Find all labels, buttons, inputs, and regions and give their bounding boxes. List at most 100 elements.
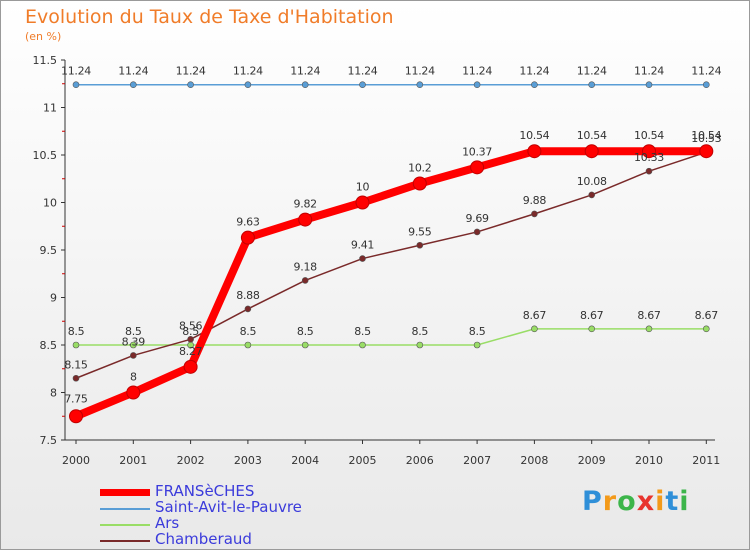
y-tick-label: 7.5 xyxy=(40,434,58,447)
data-point xyxy=(645,167,653,175)
data-label: 11.24 xyxy=(61,65,91,78)
data-point xyxy=(702,81,710,88)
y-tick-label: 11 xyxy=(43,102,57,115)
y-tick-label: 11.5 xyxy=(33,54,58,67)
data-label: 10.54 xyxy=(519,129,549,142)
data-point xyxy=(531,210,538,218)
legend-swatch-chamberaud xyxy=(100,540,150,542)
legend-item-chamberaud: Chamberaud xyxy=(100,530,340,549)
logo-letter: i xyxy=(679,486,690,517)
data-label: 8.5 xyxy=(182,325,199,338)
data-label: 8.39 xyxy=(122,335,146,348)
data-point xyxy=(298,212,313,227)
data-point xyxy=(130,352,137,359)
data-label: 10.53 xyxy=(691,132,721,145)
data-label: 9.88 xyxy=(523,194,547,207)
data-point xyxy=(187,81,194,88)
data-point xyxy=(531,325,538,333)
legend-label: FRANSèCHES xyxy=(155,482,255,500)
data-label: 11.24 xyxy=(348,65,378,78)
data-point xyxy=(301,81,309,88)
data-point xyxy=(416,241,424,249)
data-label: 8.5 xyxy=(297,325,314,338)
data-label: 11.24 xyxy=(290,65,320,78)
data-point xyxy=(588,325,596,333)
data-point xyxy=(702,325,710,333)
data-point xyxy=(244,341,252,349)
data-label: 8.67 xyxy=(695,309,719,322)
data-label: 8.67 xyxy=(637,309,661,322)
series-line-0 xyxy=(72,147,711,421)
logo-letter: P xyxy=(582,486,603,517)
data-point xyxy=(187,335,194,343)
legend-label: Ars xyxy=(155,514,180,532)
series-line-2 xyxy=(75,328,708,346)
y-tick-label: 9 xyxy=(50,292,57,305)
data-label: 10.2 xyxy=(408,162,431,175)
data-point xyxy=(588,81,596,88)
chart-unit-label: (en %) xyxy=(25,30,62,43)
data-point xyxy=(72,341,80,349)
data-point xyxy=(126,385,141,400)
x-tick-label: 2011 xyxy=(692,454,720,467)
data-label: 11.24 xyxy=(462,65,492,78)
legend-item-ars: Ars xyxy=(100,514,340,533)
data-point xyxy=(183,359,198,374)
data-point xyxy=(240,230,255,245)
legend-item-fransèches: FRANSèCHES xyxy=(100,482,340,501)
x-tick-label: 2006 xyxy=(406,454,434,467)
data-label: 8.5 xyxy=(354,325,371,338)
data-label: 11.24 xyxy=(691,65,721,78)
data-point xyxy=(473,341,481,349)
data-label: 8.5 xyxy=(412,325,429,338)
data-point xyxy=(416,81,424,88)
data-point xyxy=(359,341,366,349)
data-label: 11.24 xyxy=(519,65,549,78)
data-label: 9.82 xyxy=(294,198,317,211)
y-tick-label: 8.5 xyxy=(40,339,58,352)
data-point xyxy=(355,195,370,210)
data-label: 10.54 xyxy=(691,129,721,142)
data-label: 10.33 xyxy=(634,151,664,164)
data-point xyxy=(588,191,596,199)
data-label: 10.08 xyxy=(577,175,607,188)
data-point xyxy=(470,160,485,175)
data-point xyxy=(416,341,424,349)
data-label: 10.54 xyxy=(577,129,607,142)
data-label: 9.18 xyxy=(294,260,318,273)
data-label: 8.56 xyxy=(179,319,203,332)
data-label: 8.67 xyxy=(580,309,604,322)
y-tick-label: 8 xyxy=(50,387,57,400)
data-point xyxy=(244,305,252,313)
data-label: 8 xyxy=(130,371,137,384)
chart-title: Evolution du Taux de Taxe d'Habitation xyxy=(25,6,394,28)
data-label: 9.41 xyxy=(351,239,374,252)
x-tick-label: 2002 xyxy=(177,454,205,467)
data-point xyxy=(359,255,366,262)
x-tick-label: 2000 xyxy=(62,454,90,467)
data-point xyxy=(72,374,80,382)
legend-label: Chamberaud xyxy=(155,530,252,548)
logo-letter: x xyxy=(636,486,656,517)
y-tick-label: 10.5 xyxy=(33,149,58,162)
data-label: 9.55 xyxy=(408,225,432,238)
data-point xyxy=(301,277,309,284)
data-point xyxy=(642,144,656,159)
data-label: 11.24 xyxy=(176,65,206,78)
data-label: 11.24 xyxy=(118,65,148,78)
x-tick-label: 2009 xyxy=(578,454,606,467)
data-label: 8.67 xyxy=(523,309,547,322)
data-label: 8.88 xyxy=(236,289,260,302)
data-label: 11.24 xyxy=(405,65,435,78)
logo-letter: t xyxy=(665,486,680,517)
data-label: 10.37 xyxy=(462,145,492,158)
data-point xyxy=(531,81,538,88)
x-tick-label: 2008 xyxy=(520,454,548,467)
data-point xyxy=(301,341,309,349)
data-point xyxy=(130,341,137,349)
data-label: 8.5 xyxy=(68,325,85,338)
y-tick-label: 9.5 xyxy=(40,244,58,257)
x-tick-label: 2003 xyxy=(234,454,262,467)
